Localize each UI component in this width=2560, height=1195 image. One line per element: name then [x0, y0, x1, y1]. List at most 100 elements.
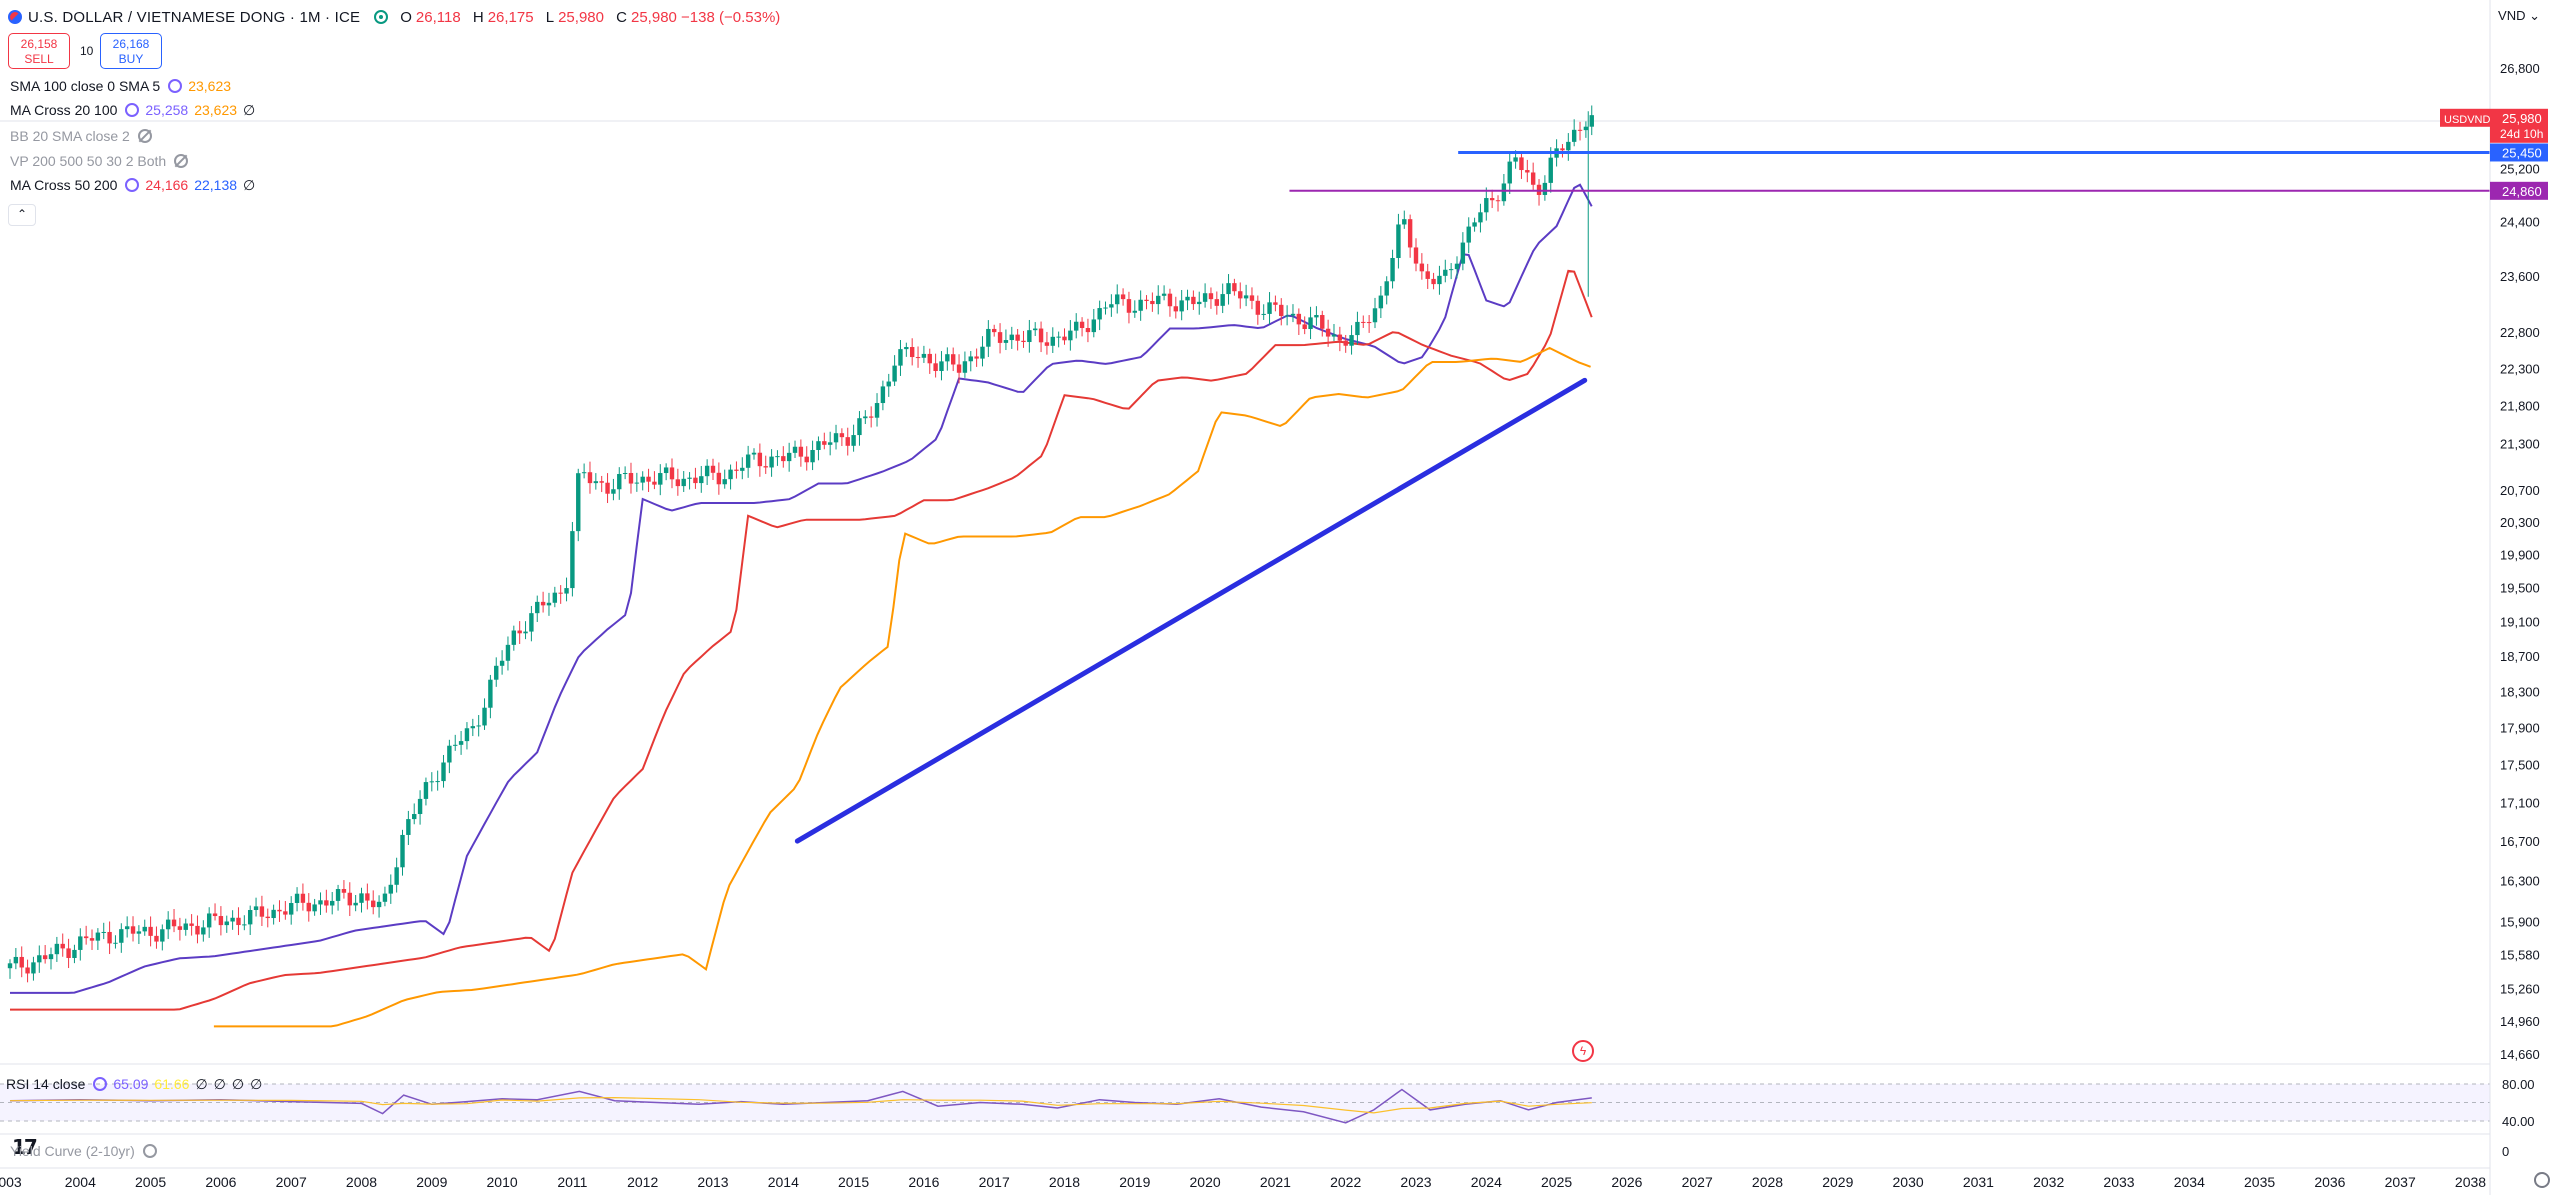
price-tick-label: 20,700: [2500, 483, 2540, 498]
candle-body: [48, 954, 54, 960]
indicator-legend-row[interactable]: BB 20 SMA close 2: [10, 126, 158, 146]
indicator-legend-row[interactable]: MA Cross 20 100 25,258 23,623 ∅: [10, 100, 261, 120]
candle-body: [622, 472, 628, 475]
candle-body: [400, 834, 405, 868]
candle-body: [1519, 157, 1524, 171]
candle-body: [417, 798, 423, 815]
candle-body: [857, 418, 862, 436]
candle-body: [968, 356, 973, 362]
eye-icon[interactable]: [142, 1144, 157, 1158]
market-status-icon[interactable]: [374, 10, 389, 24]
time-tick-label: 2005: [135, 1174, 166, 1190]
countdown-label: 24d 10h: [2500, 127, 2543, 141]
time-axis[interactable]: 003 2004 2005 2006 2007 2008 2009 2010 2011 2012 2…: [0, 1167, 2490, 1190]
time-tick-label: 2029: [1822, 1174, 1853, 1190]
candle-body: [300, 893, 306, 903]
eye-icon[interactable]: [125, 103, 140, 117]
candle-body: [546, 602, 552, 606]
candle-body: [1208, 293, 1214, 300]
candle-body: [1314, 315, 1319, 318]
time-tick-label: 2018: [1049, 1174, 1080, 1190]
candle-body: [1577, 129, 1583, 131]
candle-body: [1279, 304, 1284, 317]
candle-body: [1085, 328, 1091, 333]
indicator-value: ∅: [243, 101, 256, 118]
rsi-legend[interactable]: RSI 14 close 65.09 61.66 ∅ ∅ ∅ ∅: [6, 1075, 263, 1093]
candle-body: [423, 782, 429, 799]
collapse-legend-button[interactable]: ⌃: [8, 204, 36, 226]
candle-body: [318, 900, 323, 905]
symbol-title[interactable]: U.S. DOLLAR / VIETNAMESE DONG · 1M · ICE: [28, 8, 361, 26]
symbol-tag[interactable]: [2440, 108, 2490, 127]
candle-body: [1021, 340, 1026, 343]
candle-body: [1495, 200, 1501, 202]
candle-body: [1202, 293, 1208, 302]
symbol-header[interactable]: U.S. DOLLAR / VIETNAMESE DONG · 1M · ICE…: [8, 6, 788, 28]
eye-icon[interactable]: [93, 1077, 108, 1091]
candle-body: [1027, 330, 1032, 343]
candle-body: [447, 745, 452, 763]
candle-body: [382, 893, 388, 902]
candle-body: [581, 472, 587, 474]
candle-body: [734, 469, 739, 471]
trend-line[interactable]: [794, 377, 1588, 844]
yield-curve-legend[interactable]: Yield Curve (2-10yr): [10, 1143, 157, 1159]
candle-body: [675, 479, 681, 487]
candle-body: [324, 900, 329, 906]
candle-body: [306, 902, 311, 912]
candle-body: [939, 361, 944, 371]
candle-body: [1525, 170, 1530, 173]
flash-icon[interactable]: ϟ: [1572, 1040, 1594, 1062]
candle-body: [886, 381, 891, 387]
candle-body: [289, 903, 294, 915]
indicator-legend-row[interactable]: VP 200 500 50 30 2 Both: [10, 151, 194, 171]
indicator-legend-row[interactable]: SMA 100 close 0 SMA 5 23,623: [10, 76, 237, 96]
candle-body: [599, 481, 604, 483]
price-tick-label: 18,700: [2500, 649, 2540, 664]
line-price-value: 24,860: [2502, 184, 2542, 199]
buy-button[interactable]: 26,168 BUY: [100, 33, 162, 69]
last-price-label[interactable]: [2490, 108, 2548, 143]
indicator-value: 23,623: [194, 102, 238, 118]
drawings[interactable]: [794, 150, 2490, 844]
candle-body: [1560, 148, 1565, 151]
candle-body: [1489, 198, 1495, 201]
price-tick-label: 14,660: [2500, 1047, 2540, 1062]
candle-body: [1249, 295, 1255, 301]
eye-icon[interactable]: [168, 79, 183, 93]
eye-icon[interactable]: [137, 129, 152, 143]
eye-icon[interactable]: [174, 154, 189, 168]
candle-body: [1050, 336, 1055, 346]
time-tick-label: 2028: [1752, 1174, 1783, 1190]
candle-body: [95, 932, 101, 941]
candle-body: [1448, 269, 1454, 271]
time-tick-label: 2016: [908, 1174, 939, 1190]
candle-body: [89, 938, 95, 941]
price-tick-label: 22,300: [2500, 361, 2540, 376]
eye-icon[interactable]: [125, 178, 140, 192]
candle-body: [956, 364, 962, 373]
settings-gear-icon[interactable]: [2534, 1172, 2550, 1188]
time-tick-label: 2023: [1400, 1174, 1431, 1190]
candle-body: [1173, 306, 1179, 312]
currency-selector[interactable]: VND ⌄: [2498, 8, 2540, 23]
rsi-tick-label: 80.00: [2502, 1077, 2535, 1092]
candle-body: [1308, 317, 1313, 330]
candle-body: [341, 889, 347, 893]
price-axis[interactable]: 26,80026,00025,20024,40023,60022,80022,3…: [2440, 0, 2548, 1195]
candle-body: [974, 356, 979, 359]
candle-body: [1003, 340, 1009, 343]
line-price-label[interactable]: [2490, 181, 2548, 200]
candle-body: [101, 931, 106, 933]
time-tick-label: 2007: [276, 1174, 307, 1190]
sell-button[interactable]: 26,158 SELL: [8, 33, 70, 69]
candle-body: [523, 631, 528, 634]
candle-body: [265, 916, 270, 919]
candle-body: [435, 781, 440, 783]
candle-body: [1097, 308, 1102, 320]
line-price-label[interactable]: [2490, 143, 2548, 162]
indicator-legend-row[interactable]: MA Cross 50 200 24,166 22,138 ∅: [10, 175, 261, 195]
symbol-tag-label: USDVND: [2444, 114, 2491, 126]
candle-body: [1419, 263, 1425, 272]
